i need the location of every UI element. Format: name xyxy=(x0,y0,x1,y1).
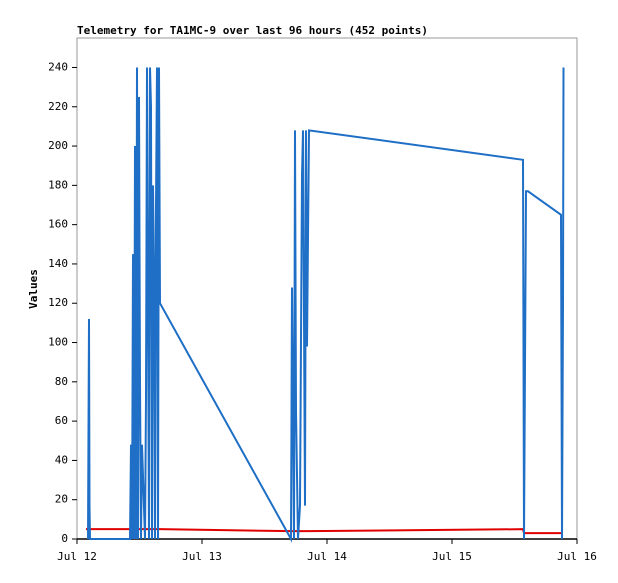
y-tick-label: 160 xyxy=(48,218,68,231)
y-tick-label: 220 xyxy=(48,100,68,113)
x-tick-label: Jul 14 xyxy=(307,550,347,563)
x-tick-label: Jul 13 xyxy=(182,550,222,563)
y-tick-label: 140 xyxy=(48,257,68,270)
x-tick-label: Jul 15 xyxy=(432,550,472,563)
y-tick-label: 200 xyxy=(48,139,68,152)
y-tick-label: 100 xyxy=(48,336,68,349)
y-tick-label: 180 xyxy=(48,178,68,191)
y-tick-label: 60 xyxy=(55,414,68,427)
y-tick-label: 80 xyxy=(55,375,68,388)
y-tick-label: 120 xyxy=(48,296,68,309)
x-tick-label: Jul 16 xyxy=(557,550,597,563)
y-tick-label: 240 xyxy=(48,60,68,73)
y-tick-label: 40 xyxy=(55,453,68,466)
chart-title: Telemetry for TA1MC-9 over last 96 hours… xyxy=(77,24,428,37)
y-tick-label: 20 xyxy=(55,493,68,506)
y-tick-label: 0 xyxy=(61,532,68,545)
y-axis-label: Values xyxy=(27,269,40,309)
series-line xyxy=(87,67,565,543)
x-tick-label: Jul 12 xyxy=(57,550,97,563)
